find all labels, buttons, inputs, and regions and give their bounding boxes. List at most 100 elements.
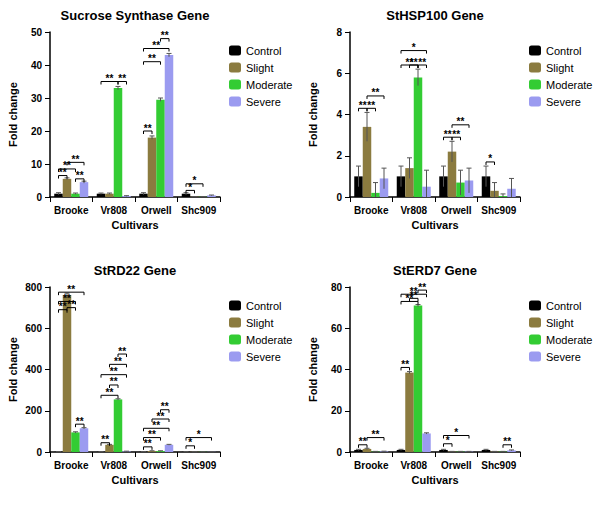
- svg-text:Fold change: Fold change: [7, 337, 19, 402]
- svg-text:Cultivars: Cultivars: [111, 219, 158, 231]
- svg-text:Vr808: Vr808: [100, 205, 127, 216]
- svg-text:**: **: [152, 40, 160, 51]
- svg-text:**: **: [161, 401, 169, 412]
- svg-text:StERD7 Gene: StERD7 Gene: [393, 263, 477, 278]
- svg-text:0: 0: [336, 192, 342, 203]
- svg-text:Shc909: Shc909: [481, 460, 516, 471]
- svg-text:**: **: [452, 129, 460, 140]
- svg-text:**: **: [118, 346, 126, 357]
- svg-text:**: **: [144, 123, 152, 134]
- svg-text:Brooke: Brooke: [54, 205, 89, 216]
- svg-text:0: 0: [36, 192, 42, 203]
- svg-text:**: **: [418, 282, 426, 293]
- svg-text:**: **: [148, 53, 156, 64]
- svg-text:**: **: [372, 429, 380, 440]
- svg-text:6: 6: [336, 68, 342, 79]
- svg-text:Slight: Slight: [246, 62, 274, 74]
- svg-text:0: 0: [336, 447, 342, 458]
- svg-text:Brooke: Brooke: [354, 460, 389, 471]
- svg-text:400: 400: [25, 364, 42, 375]
- svg-text:10: 10: [31, 159, 43, 170]
- svg-text:Fold change: Fold change: [307, 82, 319, 147]
- svg-text:StHSP100 Gene: StHSP100 Gene: [386, 8, 484, 23]
- svg-text:Severe: Severe: [546, 96, 581, 108]
- svg-text:**: **: [444, 129, 452, 140]
- svg-text:Orwell: Orwell: [441, 460, 472, 471]
- svg-text:**: **: [359, 436, 367, 447]
- svg-text:**: **: [106, 387, 114, 398]
- svg-text:Shc909: Shc909: [181, 205, 216, 216]
- svg-text:Slight: Slight: [546, 62, 574, 74]
- svg-text:**: **: [359, 100, 367, 111]
- svg-text:**: **: [503, 436, 511, 447]
- svg-text:**: **: [101, 434, 109, 445]
- svg-text:**: **: [118, 73, 126, 84]
- svg-text:Fold change: Fold change: [7, 82, 19, 147]
- svg-text:**: **: [106, 73, 114, 84]
- svg-text:Control: Control: [546, 45, 581, 57]
- svg-text:200: 200: [25, 405, 42, 416]
- svg-text:**: **: [401, 359, 409, 370]
- svg-text:Orwell: Orwell: [441, 205, 472, 216]
- svg-text:Control: Control: [246, 45, 281, 57]
- svg-text:**: **: [457, 116, 465, 127]
- svg-text:Moderate: Moderate: [246, 79, 292, 91]
- svg-text:Severe: Severe: [246, 351, 281, 363]
- svg-text:**: **: [67, 299, 75, 310]
- svg-text:**: **: [72, 154, 80, 165]
- svg-text:**: **: [76, 170, 84, 181]
- svg-text:Severe: Severe: [246, 96, 281, 108]
- svg-text:Orwell: Orwell: [141, 460, 172, 471]
- svg-text:**: **: [76, 416, 84, 427]
- svg-text:*: *: [454, 427, 458, 438]
- svg-text:Vr808: Vr808: [400, 205, 427, 216]
- svg-text:**: **: [110, 366, 118, 377]
- svg-text:**: **: [410, 286, 418, 297]
- svg-text:*: *: [197, 429, 201, 440]
- svg-text:**: **: [410, 57, 418, 68]
- svg-text:Control: Control: [546, 300, 581, 312]
- svg-text:600: 600: [25, 323, 42, 334]
- svg-text:4: 4: [336, 109, 342, 120]
- svg-text:**: **: [114, 356, 122, 367]
- svg-text:Orwell: Orwell: [141, 205, 172, 216]
- svg-text:*: *: [412, 42, 416, 53]
- svg-text:2: 2: [336, 150, 342, 161]
- svg-text:**: **: [67, 284, 75, 295]
- svg-text:50: 50: [31, 27, 43, 38]
- svg-text:20: 20: [331, 405, 343, 416]
- svg-text:80: 80: [331, 282, 343, 293]
- svg-text:**: **: [367, 100, 375, 111]
- svg-text:Brooke: Brooke: [54, 460, 89, 471]
- svg-text:**: **: [372, 87, 380, 98]
- svg-text:30: 30: [31, 93, 43, 104]
- svg-text:*: *: [446, 435, 450, 446]
- svg-text:Moderate: Moderate: [246, 334, 292, 346]
- svg-text:Sucrose Synthase Gene: Sucrose Synthase Gene: [61, 8, 210, 23]
- svg-text:Control: Control: [246, 300, 281, 312]
- svg-text:Slight: Slight: [246, 317, 274, 329]
- svg-text:Cultivars: Cultivars: [111, 474, 158, 486]
- svg-text:800: 800: [25, 282, 42, 293]
- svg-text:*: *: [188, 437, 192, 448]
- svg-text:Moderate: Moderate: [546, 334, 592, 346]
- svg-text:20: 20: [31, 126, 43, 137]
- svg-text:Shc909: Shc909: [481, 205, 516, 216]
- svg-text:Slight: Slight: [546, 317, 574, 329]
- svg-text:Cultivars: Cultivars: [411, 474, 458, 486]
- svg-text:**: **: [418, 57, 426, 68]
- svg-text:Brooke: Brooke: [354, 205, 389, 216]
- svg-text:Cultivars: Cultivars: [411, 219, 458, 231]
- svg-text:40: 40: [31, 60, 43, 71]
- svg-text:40: 40: [331, 364, 343, 375]
- svg-text:Severe: Severe: [546, 351, 581, 363]
- svg-text:**: **: [110, 376, 118, 387]
- svg-text:60: 60: [331, 323, 343, 334]
- svg-text:Vr808: Vr808: [400, 460, 427, 471]
- svg-text:0: 0: [36, 447, 42, 458]
- svg-text:*: *: [488, 153, 492, 164]
- svg-text:Fold change: Fold change: [307, 337, 319, 402]
- svg-text:Shc909: Shc909: [181, 460, 216, 471]
- svg-text:*: *: [193, 175, 197, 186]
- svg-text:Moderate: Moderate: [546, 79, 592, 91]
